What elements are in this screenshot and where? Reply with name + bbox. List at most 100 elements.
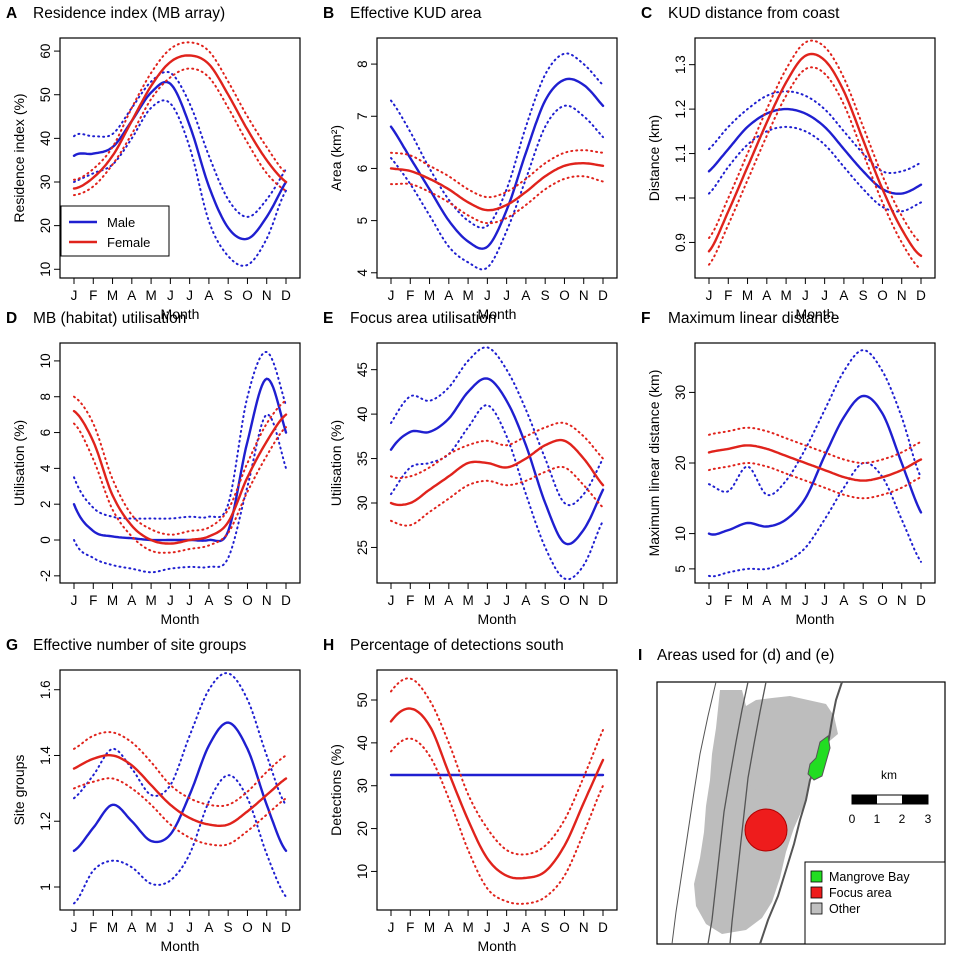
x-tick-label-B-0: J [388,288,395,303]
scale-bar [851,794,929,805]
y-tick-label-E-0: 25 [355,540,370,555]
y-tick-label-A-2: 30 [38,174,53,189]
series-E-male-upper [390,346,604,507]
x-tick-label-G-9: O [242,920,253,935]
scale-tick-3: 3 [925,812,932,826]
plot-frame-C [694,37,936,279]
y-tick-label-A-4: 50 [38,87,53,102]
panel-letter-F: F [641,310,650,327]
x-tick-label-G-5: J [167,920,174,935]
series-F-female-lower [708,462,922,500]
map-land [671,681,843,945]
panel-G: G Effective number of site groups 1 1.2 1.4 1… [6,637,301,954]
series-C-female [707,52,923,258]
plot-frame-E [376,342,618,584]
y-tick-label-D-2: 2 [38,500,53,508]
y-tick-label-E-2: 35 [355,451,370,466]
x-tick-label-B-3: A [444,288,453,303]
y-tick-label-G-0: 1 [38,883,53,891]
x-tick-label-F-0: J [706,593,713,608]
panel-title-B: Effective KUD area [350,5,482,22]
y-tick-label-H-4: 50 [355,692,370,707]
series-F-female [707,444,923,482]
x-tick-label-D-5: J [167,593,174,608]
y-tick-label-D-4: 6 [38,429,53,437]
series-B-female-upper [390,149,604,199]
x-tick-label-A-0: J [71,288,78,303]
x-tick-label-C-7: A [839,288,848,303]
x-tick-label-C-3: A [762,288,771,303]
x-tick-label-A-1: F [89,288,97,303]
series-A-male-lower [73,99,287,267]
series-C-male-lower [708,125,922,213]
x-tick-label-G-10: N [262,920,272,935]
panel-letter-D: D [6,310,17,327]
series-C-female-lower [708,66,922,271]
series-A-female-lower [73,67,287,197]
x-tick-label-E-6: J [503,593,510,608]
panel-title-F: Maximum linear distance [668,310,839,327]
x-tick-label-B-7: A [521,288,530,303]
boundary-line [671,681,717,945]
y-tick-label-H-3: 40 [355,735,370,750]
x-tick-label-A-7: A [204,288,213,303]
panel-letter-B: B [323,5,334,22]
series-G-male-lower [73,774,287,905]
series-F-male-upper [708,349,922,497]
x-tick-label-E-7: A [521,593,530,608]
x-tick-label-E-1: F [406,593,414,608]
panel-letter-E: E [323,310,333,327]
y-tick-label-F-2: 20 [673,455,688,470]
legend-label-male: Male [107,215,135,230]
legend-swatch-mangrove-bay [810,870,823,883]
x-tick-label-F-1: F [724,593,732,608]
series-E-female [389,438,605,507]
legend-label-focus-area: Focus area [829,886,892,900]
legend-label-mangrove-bay: Mangrove Bay [829,870,910,884]
x-tick-label-E-10: N [579,593,589,608]
x-tick-label-B-2: M [424,288,435,303]
series-group-B [389,52,605,271]
series-group-D [72,351,288,574]
series-H-female [389,707,605,880]
y-tick-label-H-0: 10 [355,864,370,879]
legend-label-other: Other [829,902,860,916]
y-tick-label-A-5: 60 [38,44,53,59]
y-tick-label-D-1: 0 [38,536,53,544]
y-tick-label-C-3: 1.2 [673,100,688,119]
y-tick-label-D-5: 8 [38,393,53,401]
y-tick-label-G-1: 1.2 [38,812,53,831]
panel-letter-G: G [6,637,18,654]
y-tick-label-D-3: 4 [38,464,53,472]
x-tick-label-D-10: N [262,593,272,608]
x-tick-label-F-11: D [916,593,926,608]
legend-swatch-other [810,902,823,915]
x-tick-label-H-0: J [388,920,395,935]
y-tick-label-H-1: 20 [355,821,370,836]
y-tick-label-F-0: 5 [673,565,688,573]
x-tick-label-F-2: M [742,593,753,608]
x-tick-label-F-6: J [821,593,828,608]
scale-tick-1: 1 [874,812,881,826]
panel-H: H Percentage of detections south 10 20 30 40 5… [323,637,618,954]
x-tick-label-E-0: J [388,593,395,608]
x-axis-label-H: Month [478,938,517,954]
series-A-female-upper [73,41,287,181]
x-tick-label-A-5: J [167,288,174,303]
x-tick-label-B-5: J [484,288,491,303]
map-panel: I Areas used for (d) and (e) km 0 1 2 3 … [638,647,946,945]
x-tick-label-G-4: M [145,920,156,935]
x-tick-label-G-8: S [224,920,233,935]
series-G-male [72,721,288,852]
map-legend: Mangrove Bay Focus area Other [804,861,946,945]
x-tick-label-B-6: J [503,288,510,303]
map-title: Areas used for (d) and (e) [657,647,834,664]
x-tick-label-G-6: J [186,920,193,935]
series-group-H [389,677,605,905]
x-tick-label-D-3: A [127,593,136,608]
y-tick-label-B-2: 6 [355,165,370,173]
x-tick-label-G-2: M [107,920,118,935]
